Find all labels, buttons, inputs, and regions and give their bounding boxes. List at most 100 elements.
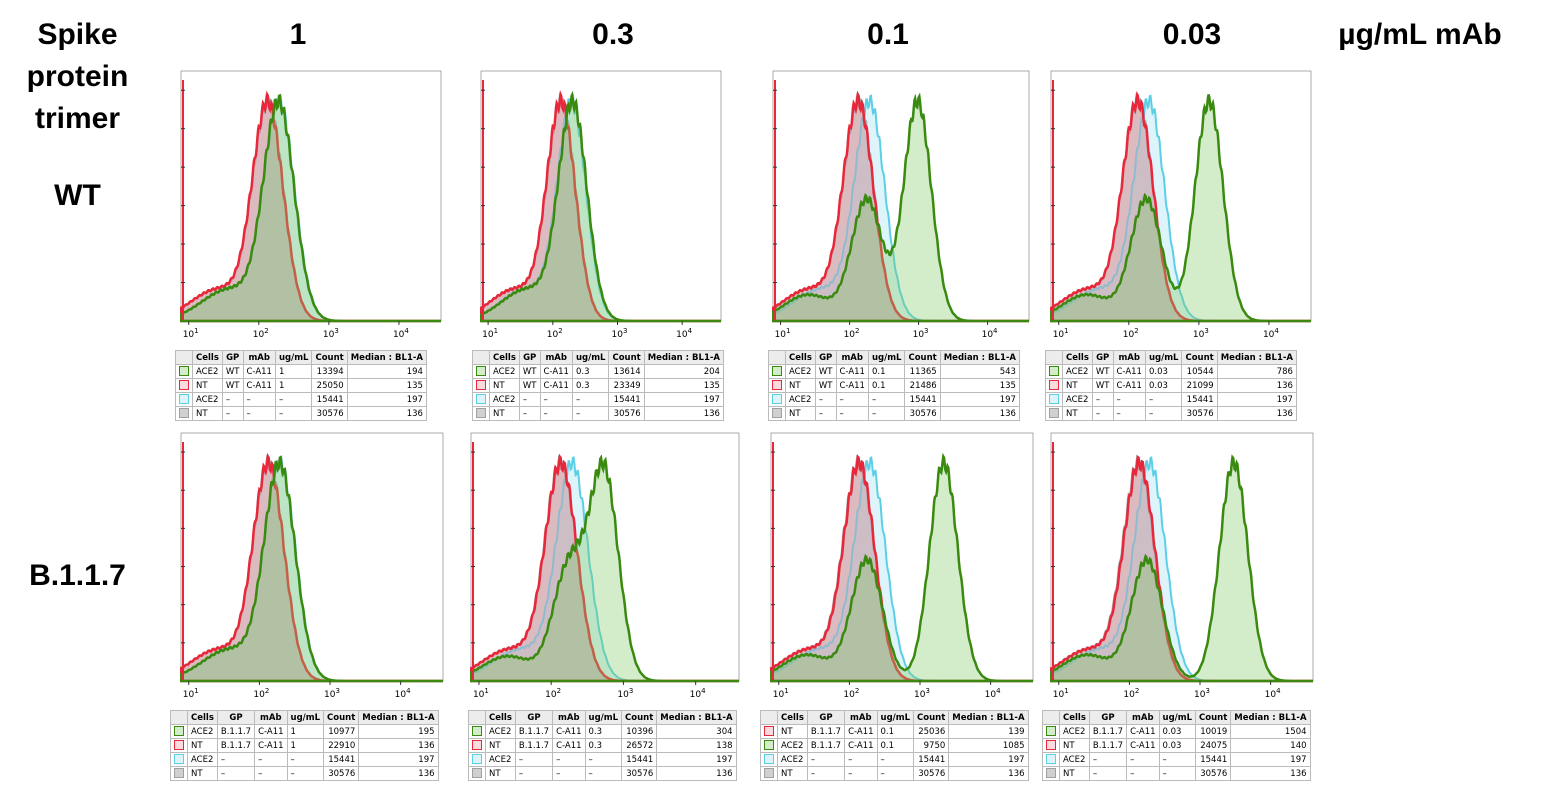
table-cell: – (539, 392, 573, 407)
column-header: Count (1181, 350, 1218, 365)
column-header: Count (608, 350, 645, 365)
table-cell: ACE2 (485, 752, 516, 767)
tick-base: 10 (690, 690, 702, 700)
column-header: ug/mL (274, 350, 313, 365)
tick-base: 10 (611, 330, 623, 340)
column-header: ug/mL (584, 710, 623, 725)
swatch-cell (1042, 766, 1060, 781)
column-header: ug/mL (876, 710, 915, 725)
color-swatch-green (179, 366, 189, 377)
swatch-cell (1042, 724, 1060, 739)
tick-base: 10 (395, 690, 407, 700)
table-cell: ACE2 (1059, 724, 1090, 739)
column-header: Count (311, 350, 348, 365)
tick-exponent: 3 (629, 687, 633, 695)
x-tick-label: 103 (617, 687, 633, 700)
table-cell: ACE2 (489, 364, 520, 379)
legend-table-6: Cells GP mAb ug/mL Count Median : BL1-A NT B.1.… (760, 710, 1029, 781)
table-cell: – (539, 406, 573, 421)
tick-exponent: 2 (1135, 687, 1139, 695)
tick-base: 10 (1123, 690, 1135, 700)
legend-table-5: Cells GP mAb ug/mL Count Median : BL1-A ACE2 B.… (468, 710, 737, 781)
table-cell: 139 (948, 724, 1029, 739)
table-cell: – (835, 406, 869, 421)
table-cell: – (274, 392, 313, 407)
swatch-cell (472, 378, 490, 393)
tick-base: 10 (253, 330, 265, 340)
swatch-cell (170, 724, 188, 739)
column-header: Cells (489, 350, 520, 365)
table-cell: – (571, 392, 610, 407)
table-cell: WT (518, 378, 541, 393)
table-row: ACE2– – –15441 197 (472, 392, 724, 407)
swatch-cell (1045, 406, 1063, 421)
x-tick-label: 104 (395, 687, 411, 700)
table-cell: – (844, 752, 878, 767)
tick-exponent: 3 (623, 327, 627, 335)
swatch-cell (1045, 378, 1063, 393)
color-swatch-cyan (1046, 754, 1056, 765)
tick-base: 10 (1265, 690, 1277, 700)
table-cell: B.1.1.7 (1088, 738, 1128, 753)
tick-exponent: 1 (194, 687, 198, 695)
table-cell: 10977 (323, 724, 360, 739)
table-cell: 1 (274, 364, 313, 379)
table-cell: ACE2 (187, 724, 218, 739)
histogram-curve-ace2-green (470, 454, 739, 683)
color-swatch-green (472, 726, 482, 737)
table-cell: 136 (948, 766, 1029, 781)
table-cell: – (242, 406, 276, 421)
table-cell: 1085 (948, 738, 1029, 753)
color-swatch-cyan (476, 394, 486, 405)
tick-base: 10 (985, 690, 997, 700)
swatch-cell (768, 378, 786, 393)
tick-base: 10 (913, 330, 925, 340)
column-header: Cells (1062, 350, 1093, 365)
color-swatch-red (476, 380, 486, 391)
x-tick-label: 102 (1123, 687, 1139, 700)
table-cell: ACE2 (785, 364, 816, 379)
table-cell: 24075 (1195, 738, 1232, 753)
x-tick-label: 102 (253, 327, 269, 340)
table-row: ACE2– – –15441 197 (468, 752, 737, 767)
table-header-row: Cells GP mAb ug/mL Count Median : BL1-A (1045, 350, 1297, 365)
table-header-row: Cells GP mAb ug/mL Count Median : BL1-A (768, 350, 1020, 365)
table-cell: – (221, 406, 244, 421)
table-cell: – (518, 392, 541, 407)
x-tick-label: 104 (393, 327, 409, 340)
table-cell: 197 (643, 392, 724, 407)
plot-frame (770, 432, 1034, 682)
tick-exponent: 1 (194, 327, 198, 335)
column-header: mAb (1112, 350, 1146, 365)
table-cell: C-A11 (1112, 378, 1146, 393)
table-header-row: Cells GP mAb ug/mL Count Median : BL1-A (175, 350, 427, 365)
table-cell: – (814, 406, 837, 421)
swatch-header (768, 350, 786, 365)
tick-exponent: 2 (1134, 327, 1138, 335)
table-cell: 15441 (323, 752, 360, 767)
table-cell: 30576 (1181, 406, 1218, 421)
swatch-cell (468, 724, 486, 739)
swatch-header (170, 710, 188, 725)
column-header: mAb (1126, 710, 1160, 725)
table-cell: 136 (939, 406, 1020, 421)
table-cell: – (514, 766, 554, 781)
tick-exponent: 3 (924, 327, 928, 335)
table-cell: – (1126, 752, 1160, 767)
x-tick-label: 102 (843, 687, 859, 700)
table-cell: B.1.1.7 (514, 724, 554, 739)
table-cell: 13614 (608, 364, 645, 379)
tick-base: 10 (482, 330, 494, 340)
table-cell: B.1.1.7 (1088, 724, 1128, 739)
table-cell: NT (192, 378, 223, 393)
tick-base: 10 (1053, 330, 1065, 340)
tick-base: 10 (775, 330, 787, 340)
table-cell: – (1144, 392, 1183, 407)
column-header: mAb (242, 350, 276, 365)
table-cell: – (1126, 766, 1160, 781)
column-header: mAb (835, 350, 869, 365)
column-header: ug/mL (867, 350, 906, 365)
histogram-curve-nt-red (1050, 454, 1313, 683)
x-tick-label: 103 (611, 327, 627, 340)
column-header: Median : BL1-A (948, 710, 1029, 725)
